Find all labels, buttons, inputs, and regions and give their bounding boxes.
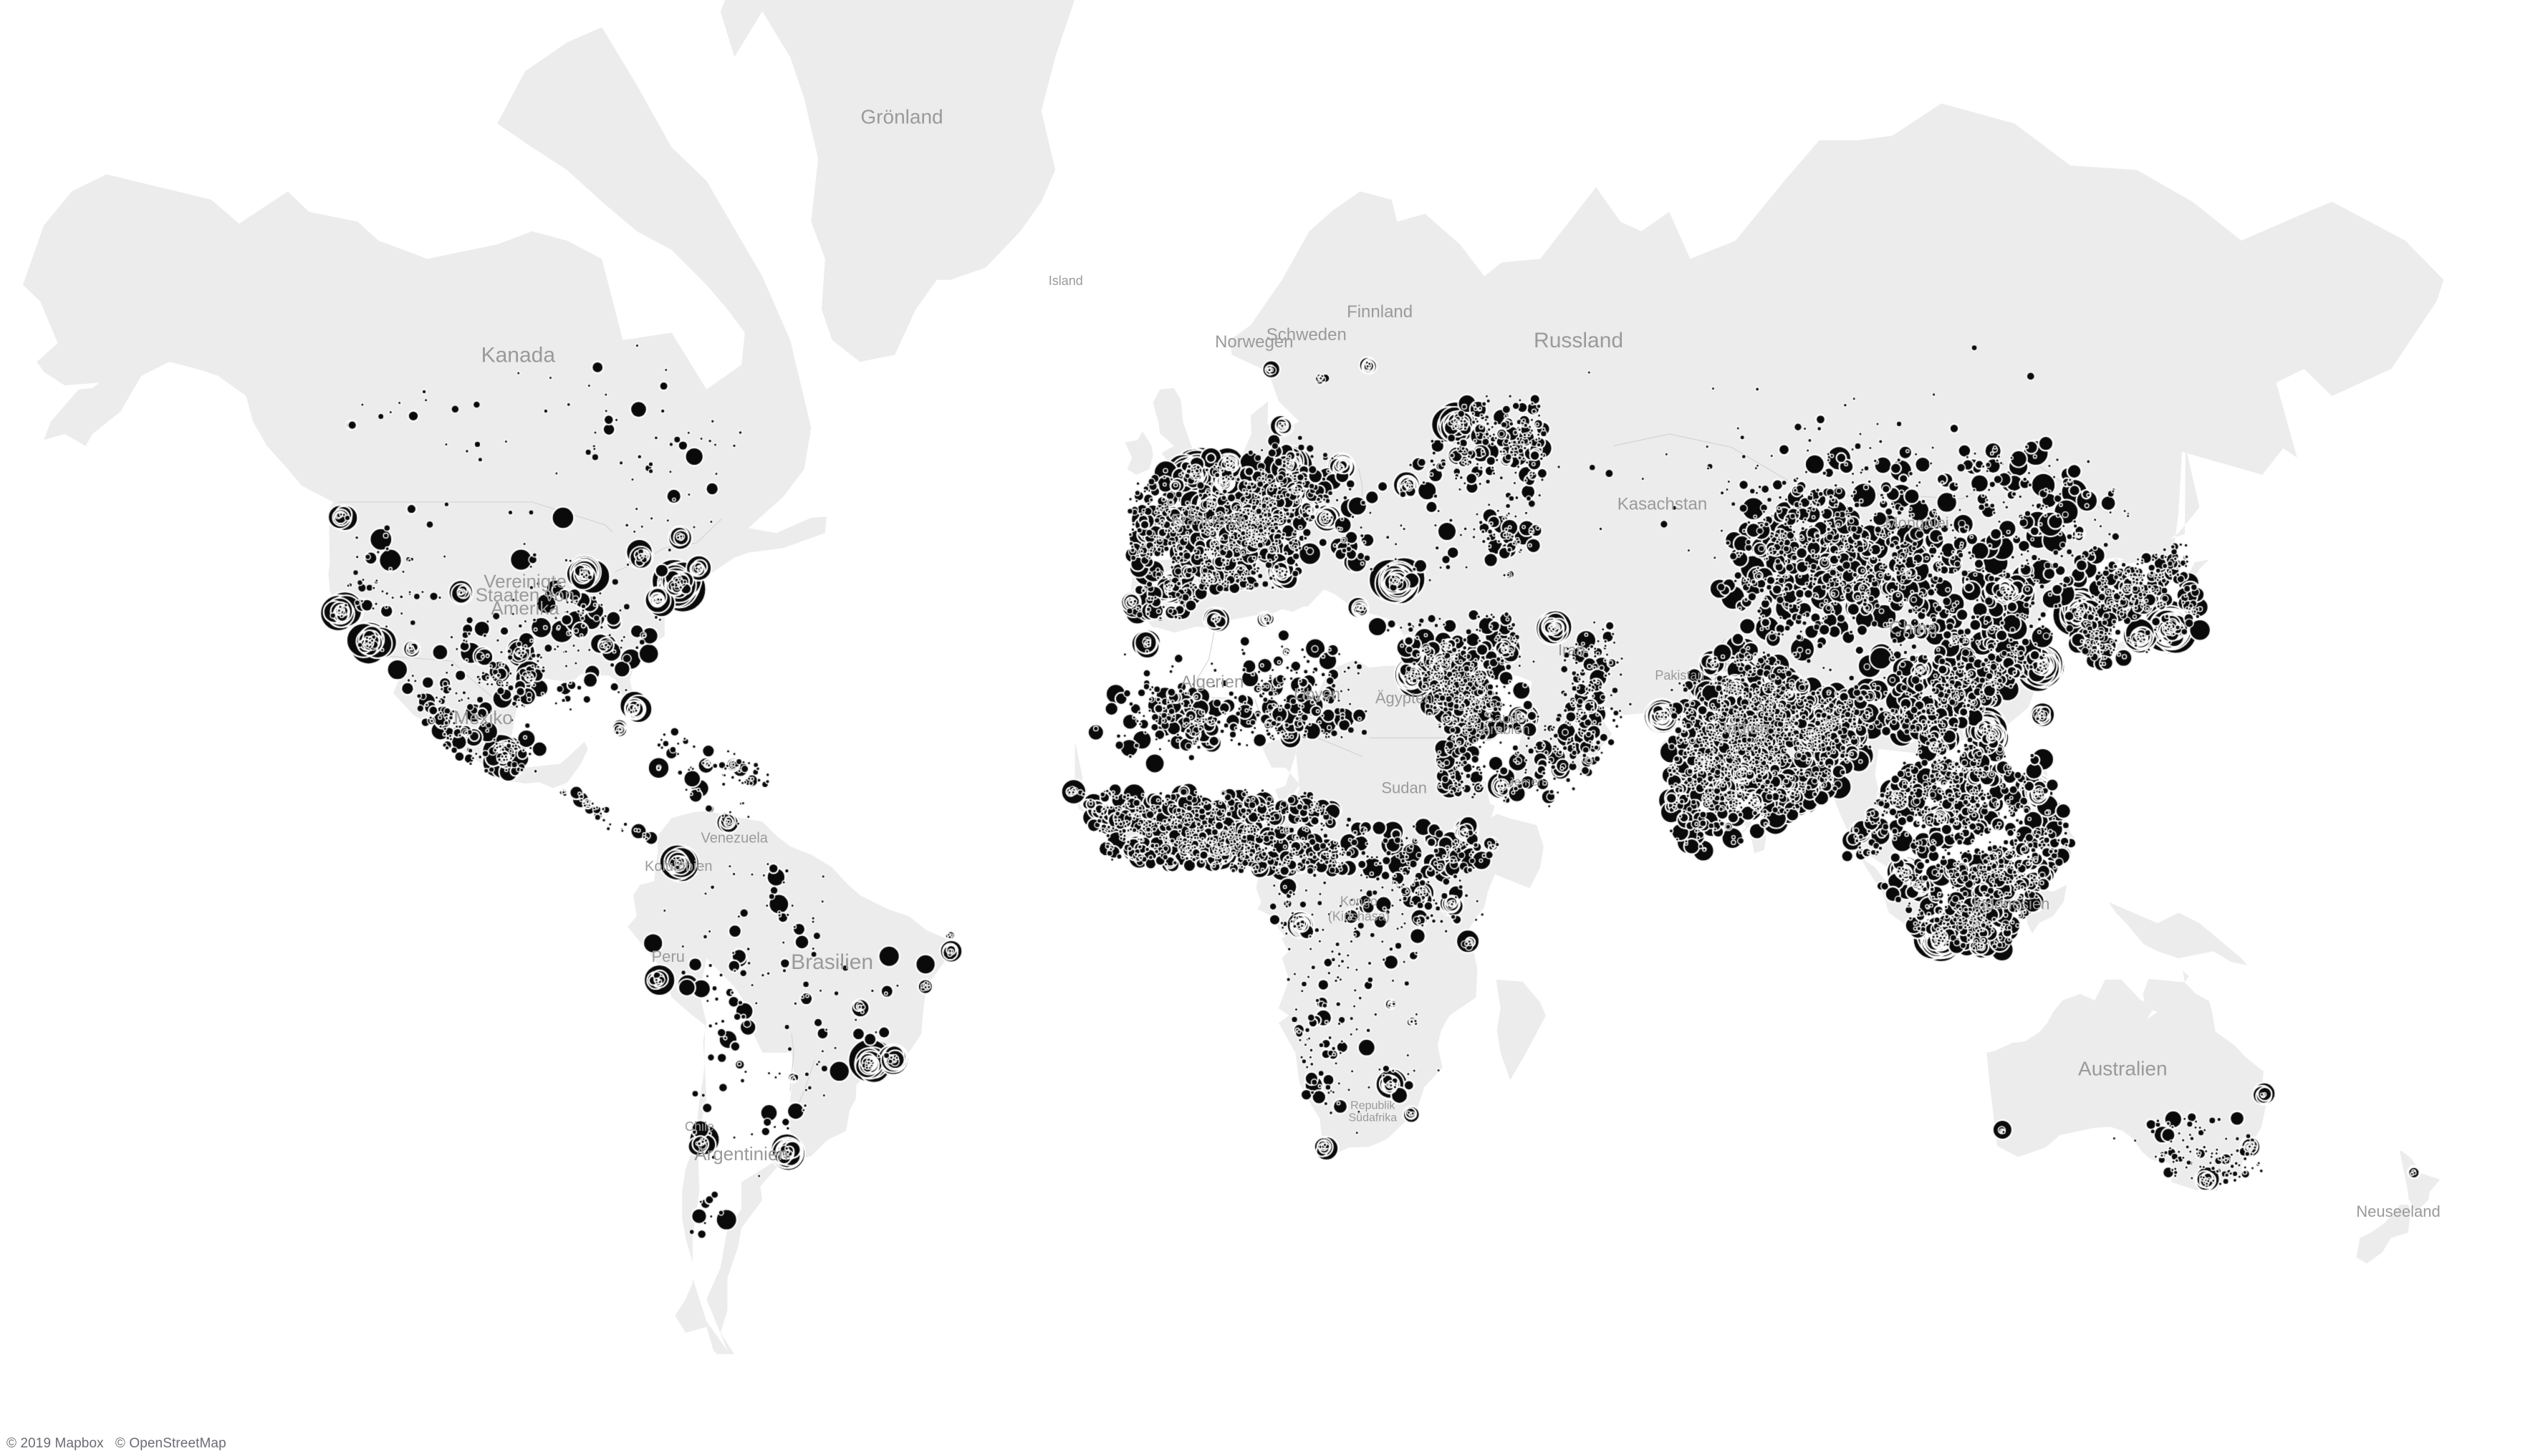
svg-text:Arabien: Arabien: [1481, 722, 1530, 738]
svg-text:Chile: Chile: [685, 1119, 714, 1134]
svg-text:Südafrika: Südafrika: [1349, 1112, 1398, 1124]
svg-text:Indonesien: Indonesien: [1973, 895, 2050, 913]
svg-text:Algerien: Algerien: [1181, 672, 1244, 692]
svg-text:Kasachstan: Kasachstan: [1617, 494, 1707, 514]
svg-text:Indien: Indien: [1723, 719, 1769, 738]
svg-text:Republik: Republik: [1350, 1100, 1395, 1112]
svg-text:Kolumbien: Kolumbien: [645, 859, 713, 874]
svg-text:Pakistan: Pakistan: [1655, 668, 1704, 683]
svg-text:Libyen: Libyen: [1294, 685, 1340, 703]
svg-text:Peru: Peru: [651, 948, 684, 965]
svg-text:Amerika: Amerika: [491, 597, 559, 619]
svg-text:Kanada: Kanada: [481, 343, 556, 367]
svg-text:Ägypten: Ägypten: [1375, 689, 1433, 707]
svg-text:Iran: Iran: [1558, 641, 1585, 659]
svg-text:Russland: Russland: [1534, 329, 1623, 352]
svg-text:Brasilien: Brasilien: [791, 950, 873, 974]
svg-text:Frankreich: Frankreich: [1172, 511, 1246, 529]
svg-text:Finnland: Finnland: [1347, 302, 1413, 322]
svg-text:Neuseeland: Neuseeland: [2356, 1202, 2440, 1220]
svg-text:Venezuela: Venezuela: [701, 831, 768, 847]
svg-text:Kongo(Kinshasa): Kongo (Kinshasa): [1328, 895, 1390, 924]
svg-text:Sudan: Sudan: [1381, 778, 1427, 796]
svg-text:Mexiko: Mexiko: [453, 707, 512, 728]
svg-text:Mongolei: Mongolei: [1885, 514, 1948, 531]
svg-text:Argentinien: Argentinien: [694, 1143, 789, 1165]
svg-text:Island: Island: [1049, 274, 1083, 288]
svg-text:China: China: [1889, 617, 1938, 639]
svg-text:Jemen: Jemen: [1508, 775, 1544, 789]
svg-text:Schweden: Schweden: [1266, 325, 1347, 344]
svg-text:Australien: Australien: [2078, 1058, 2168, 1080]
svg-text:Grönland: Grönland: [860, 106, 943, 128]
